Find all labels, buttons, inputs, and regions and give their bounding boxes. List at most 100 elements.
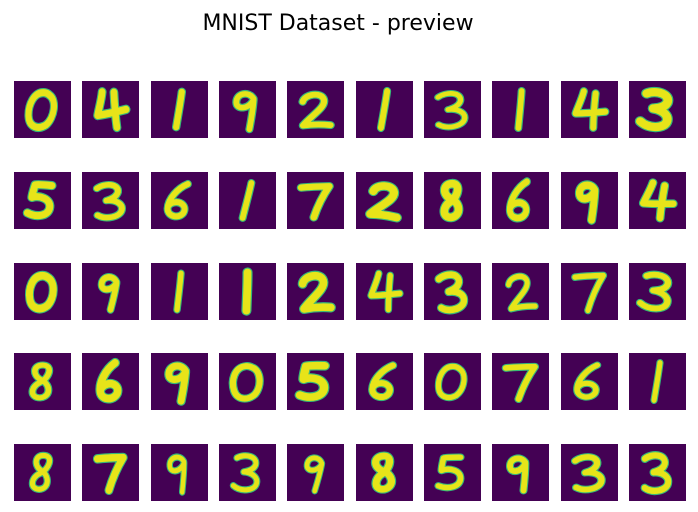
digit-stroke xyxy=(507,455,529,494)
digit-image-tile xyxy=(151,263,208,320)
digit-stroke xyxy=(635,88,673,132)
digit-stroke xyxy=(242,268,252,315)
digit-image xyxy=(561,172,618,229)
digit-image-tile xyxy=(14,172,71,229)
digit-stroke xyxy=(641,452,672,494)
digit-stroke xyxy=(515,88,525,131)
digit-image-tile xyxy=(219,353,276,410)
digit-image-tile xyxy=(82,81,139,138)
digit-image-tile xyxy=(356,263,413,320)
digit-image-tile xyxy=(82,172,139,229)
digit-stroke xyxy=(372,452,395,493)
digit-image xyxy=(219,353,276,410)
digit-stroke xyxy=(29,452,53,492)
digit-image xyxy=(561,353,618,410)
digit-image-tile xyxy=(629,353,686,410)
digit-image xyxy=(424,444,481,501)
digit-image xyxy=(82,172,139,229)
digit-stroke xyxy=(164,181,191,220)
digit-image-tile xyxy=(629,172,686,229)
digit-image-tile xyxy=(424,353,481,410)
digit-stroke xyxy=(239,180,255,221)
digit-stroke xyxy=(230,453,260,493)
digit-image xyxy=(561,263,618,320)
digit-stroke xyxy=(435,363,467,401)
figure-title: MNIST Dataset - preview xyxy=(202,11,474,36)
digit-image-tile xyxy=(219,81,276,138)
digit-stroke xyxy=(572,88,609,131)
digit-stroke xyxy=(369,362,397,401)
digit-image xyxy=(492,444,549,501)
digit-stroke xyxy=(173,88,185,131)
digit-stroke xyxy=(377,88,391,131)
digit-image-tile xyxy=(14,263,71,320)
digit-image-tile xyxy=(287,353,344,410)
digit-image-tile xyxy=(356,353,413,410)
digit-stroke xyxy=(229,363,263,402)
digit-image-tile xyxy=(492,263,549,320)
digit-stroke xyxy=(435,91,468,130)
digit-image-tile xyxy=(356,172,413,229)
digit-image xyxy=(14,263,71,320)
digit-stroke xyxy=(368,270,403,313)
digit-image-tile xyxy=(629,444,686,501)
digit-image xyxy=(629,263,686,320)
digit-image-tile xyxy=(561,353,618,410)
digit-image xyxy=(219,172,276,229)
digit-stroke xyxy=(435,454,464,491)
digit-stroke xyxy=(98,274,120,313)
digit-image xyxy=(492,172,549,229)
digit-image xyxy=(629,172,686,229)
digit-image-tile xyxy=(151,353,208,410)
digit-image-tile xyxy=(219,444,276,501)
digit-stroke xyxy=(506,178,530,222)
digit-image-tile xyxy=(424,81,481,138)
digit-stroke xyxy=(304,455,325,494)
digit-stroke xyxy=(93,453,127,494)
digit-stroke xyxy=(440,179,463,222)
digit-image-tile xyxy=(629,263,686,320)
digit-stroke xyxy=(435,271,468,314)
digit-image xyxy=(14,353,71,410)
digit-stroke xyxy=(233,91,257,133)
digit-stroke xyxy=(298,271,335,313)
digit-image xyxy=(151,172,208,229)
digit-stroke xyxy=(23,181,56,220)
digit-stroke xyxy=(637,271,672,312)
digit-image-tile xyxy=(629,81,686,138)
digit-image xyxy=(287,444,344,501)
digit-image xyxy=(356,172,413,229)
digit-image xyxy=(424,172,481,229)
digit-stroke xyxy=(167,454,187,495)
digit-image-tile xyxy=(561,81,618,138)
digit-image xyxy=(14,81,71,138)
digit-image-tile xyxy=(151,172,208,229)
digit-image-tile xyxy=(424,444,481,501)
digit-image xyxy=(424,353,481,410)
digit-stroke xyxy=(25,89,57,131)
digit-stroke xyxy=(297,183,333,221)
digit-image xyxy=(82,81,139,138)
digit-image xyxy=(561,81,618,138)
digit-image xyxy=(287,263,344,320)
digit-image xyxy=(82,444,139,501)
digit-image xyxy=(492,353,549,410)
digit-image-tile xyxy=(151,444,208,501)
digit-stroke xyxy=(94,88,130,132)
digit-stroke xyxy=(165,362,189,405)
digit-image xyxy=(219,444,276,501)
digit-image xyxy=(151,263,208,320)
digit-stroke xyxy=(572,272,606,314)
digit-image xyxy=(151,353,208,410)
digit-image-tile xyxy=(287,172,344,229)
digit-image-tile xyxy=(561,263,618,320)
digit-image-tile xyxy=(492,444,549,501)
digit-stroke xyxy=(295,361,329,401)
digit-image-tile xyxy=(151,81,208,138)
digit-stroke xyxy=(574,362,601,400)
digit-image-tile xyxy=(287,81,344,138)
digit-image-tile xyxy=(219,172,276,229)
digit-image xyxy=(356,81,413,138)
digit-image-tile xyxy=(492,353,549,410)
digit-stroke xyxy=(502,363,538,402)
